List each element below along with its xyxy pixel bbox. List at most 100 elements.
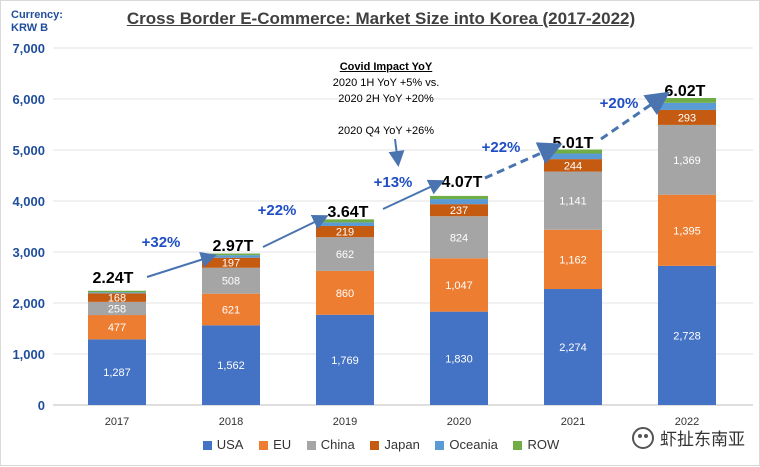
watermark-text: 虾扯东南亚 <box>660 430 745 449</box>
data-label: 1,395 <box>673 225 701 237</box>
chart-legend: USA EU China Japan Oceania ROW <box>1 437 760 452</box>
data-label: 477 <box>108 322 126 334</box>
data-label: 621 <box>222 305 240 317</box>
currency-line-2: KRW B <box>11 22 49 34</box>
legend-swatch <box>306 441 316 450</box>
legend-swatch <box>202 441 212 450</box>
bar-segment-row <box>88 290 146 293</box>
total-label: 2.24T <box>93 270 134 287</box>
legend-label: ROW <box>527 437 560 452</box>
bar-segment-row <box>202 253 260 256</box>
bar-segment-oceania <box>202 255 260 258</box>
data-label: 1,287 <box>103 367 131 379</box>
bar-segment-eu <box>88 315 146 340</box>
data-label: 293 <box>678 112 696 124</box>
total-label: 3.64T <box>328 204 369 221</box>
covid-note-line: 2020 Q4 YoY +26% <box>337 125 435 137</box>
bar-segment-usa <box>316 314 374 405</box>
bar-segment-japan <box>202 257 260 268</box>
data-label: 1,769 <box>331 355 359 367</box>
data-label: 1,369 <box>673 155 701 167</box>
bar-segment-usa <box>202 325 260 405</box>
bar-segment-eu <box>316 270 374 315</box>
bar-segment-usa <box>658 265 716 405</box>
y-tick-label: 2,000 <box>12 296 45 311</box>
y-tick-label: 5,000 <box>12 143 45 158</box>
currency-label: Currency: KRW B <box>11 9 63 35</box>
bar-segment-eu <box>658 194 716 266</box>
total-label: 2.97T <box>213 238 254 255</box>
bar-segment-china <box>316 237 374 271</box>
data-label: 168 <box>108 293 126 305</box>
y-tick-label: 4,000 <box>12 194 45 209</box>
bar-segment-row <box>316 219 374 223</box>
data-label: 1,141 <box>559 196 587 208</box>
bar-segment-china <box>202 267 260 294</box>
bar-segment-usa <box>88 339 146 405</box>
data-label: 1,830 <box>445 353 473 365</box>
bar-segment-oceania <box>88 292 146 294</box>
growth-arrow <box>146 252 217 278</box>
x-tick-label: 2020 <box>447 416 471 428</box>
legend-item-china: China <box>306 437 355 452</box>
bar-segment-oceania <box>658 102 716 110</box>
legend-item-japan: Japan <box>370 437 420 452</box>
growth-label: +20% <box>600 95 639 112</box>
legend-item-eu: EU <box>259 437 291 452</box>
data-label: 1,162 <box>559 254 587 266</box>
data-label: 258 <box>108 303 126 315</box>
legend-item-usa: USA <box>202 437 244 452</box>
y-tick-label: 7,000 <box>12 41 45 56</box>
data-label: 662 <box>336 249 354 261</box>
bar-segment-japan <box>316 225 374 238</box>
legend-label: China <box>320 437 355 452</box>
bar-segment-china <box>88 301 146 316</box>
covid-note-line: 2020 2H YoY +20% <box>338 93 434 105</box>
growth-arrow <box>382 179 445 210</box>
y-tick-label: 6,000 <box>12 92 45 107</box>
bar-segment-china <box>658 124 716 195</box>
growth-label: +32% <box>142 234 181 251</box>
data-label: 1,047 <box>445 280 473 292</box>
legend-label: Oceania <box>449 437 498 452</box>
bar-segment-eu <box>430 258 488 312</box>
bar-segment-oceania <box>544 153 602 160</box>
data-label: 1,562 <box>217 360 245 372</box>
covid-note-title: Covid Impact YoY <box>339 61 433 73</box>
y-tick-label: 3,000 <box>12 245 45 260</box>
total-label: 6.02T <box>665 83 706 100</box>
bar-segment-japan <box>658 109 716 125</box>
total-label: 4.07T <box>442 174 483 191</box>
y-tick-label: 0 <box>38 398 45 413</box>
data-label: 824 <box>450 232 468 244</box>
growth-label: +22% <box>258 202 297 219</box>
bar-segment-eu <box>544 229 602 290</box>
covid-pointer-arrow <box>388 138 405 167</box>
y-tick-label: 1,000 <box>12 347 45 362</box>
x-tick-label: 2017 <box>105 416 129 428</box>
bar-segment-row <box>658 97 716 103</box>
wechat-icon <box>632 426 654 449</box>
data-label: 508 <box>222 276 240 288</box>
growth-label: +22% <box>482 139 521 156</box>
x-tick-label: 2018 <box>219 416 243 428</box>
growth-label: +13% <box>374 174 413 191</box>
data-label: 2,274 <box>559 342 587 354</box>
bar-segment-oceania <box>430 199 488 205</box>
data-label: 2,728 <box>673 330 701 342</box>
data-label: 219 <box>336 227 354 239</box>
legend-swatch <box>513 441 523 450</box>
legend-label: EU <box>273 437 292 452</box>
legend-label: USA <box>216 437 244 452</box>
growth-arrow <box>484 142 563 180</box>
bar-segment-usa <box>544 289 602 405</box>
legend-item-row: ROW <box>513 437 559 452</box>
bar-segment-japan <box>88 293 146 302</box>
total-label: 5.01T <box>553 135 594 152</box>
legend-swatch <box>259 441 269 450</box>
currency-line-1: Currency: <box>11 9 63 21</box>
covid-note-line: 2020 1H YoY +5% vs. <box>332 77 440 89</box>
covid-note: Covid Impact YoY 2020 1H YoY +5% vs. 202… <box>301 59 471 139</box>
